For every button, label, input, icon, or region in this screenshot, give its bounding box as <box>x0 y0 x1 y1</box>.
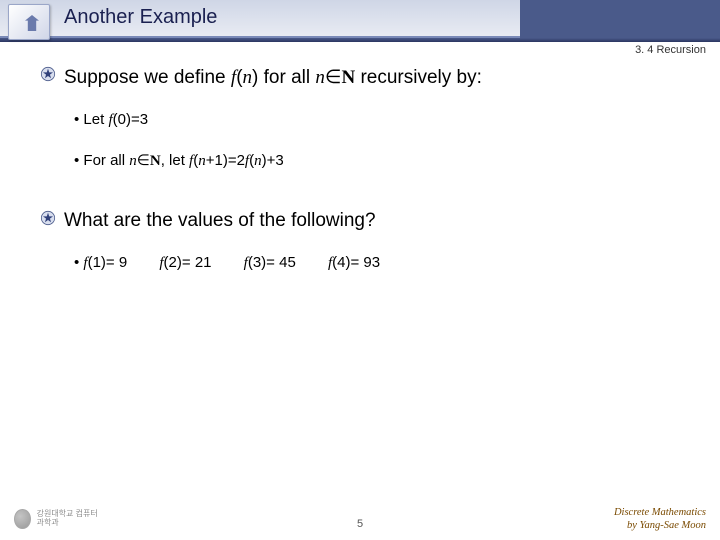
values-row: • f(1)= 9 f(2)= 21 f(3)= 45 f(4)= 93 <box>74 254 690 272</box>
answer-3: 45 <box>279 254 296 271</box>
t: (3)= <box>248 254 279 271</box>
footer-credit: Discrete Mathematics by Yang-Sae Moon <box>614 506 706 532</box>
answer-1: 9 <box>119 254 127 271</box>
f2: f(2)= 21 <box>159 254 211 271</box>
university-seal-icon <box>14 509 31 529</box>
sub-bullet-2: • For all n∈N, let f(n+1)=2f(n)+3 <box>74 151 690 170</box>
t: , let <box>161 152 189 169</box>
var: n <box>243 67 253 88</box>
nat-set: N <box>341 67 355 88</box>
element-of: ∈ <box>325 67 342 88</box>
t: Suppose we define <box>64 67 231 88</box>
slide-header: Another Example <box>0 0 720 50</box>
page-number: 5 <box>357 518 363 530</box>
f3: f(3)= 45 <box>244 254 296 271</box>
answer-4: 93 <box>363 254 380 271</box>
nat-set: N <box>150 153 161 169</box>
t: • <box>74 254 83 271</box>
var: n <box>129 153 137 169</box>
t: +1)=2 <box>206 152 245 169</box>
footer-logo: 강원대학교 컴퓨터과학과 <box>14 506 104 532</box>
t: )+3 <box>262 152 284 169</box>
star-bullet-icon <box>40 210 56 226</box>
f1: f(1)= 9 <box>83 254 127 271</box>
var: n <box>254 153 262 169</box>
header-right-block <box>520 0 720 42</box>
f4: f(4)= 93 <box>328 254 380 271</box>
bullet-1-text: Suppose we define f(n) for all n∈N recur… <box>64 66 690 89</box>
var: n <box>198 153 206 169</box>
bullet-1: Suppose we define f(n) for all n∈N recur… <box>40 66 690 89</box>
t: (4)= <box>332 254 363 271</box>
presenter-icon <box>8 4 50 40</box>
t: • Let <box>74 111 108 128</box>
var: n <box>315 67 325 88</box>
t: (2)= <box>164 254 195 271</box>
t: • For all <box>74 152 129 169</box>
element-of: ∈ <box>137 153 150 169</box>
slide-title: Another Example <box>64 6 217 29</box>
logo-text: 강원대학교 컴퓨터과학과 <box>37 510 104 528</box>
star-bullet-icon <box>40 66 56 82</box>
bullet-2-text: What are the values of the following? <box>64 210 690 232</box>
t: (1)= <box>88 254 119 271</box>
t: ) for all <box>252 67 315 88</box>
section-label: 3. 4 Recursion <box>635 44 706 56</box>
sub-bullet-1: • Let f(0)=3 <box>74 111 690 129</box>
header-accent-bar <box>0 38 720 42</box>
slide-content: Suppose we define f(n) for all n∈N recur… <box>40 66 690 272</box>
answer-2: 21 <box>195 254 212 271</box>
t: recursively by: <box>355 67 482 88</box>
t: (0)=3 <box>113 111 148 128</box>
credit-line-2: by Yang-Sae Moon <box>614 519 706 532</box>
credit-line-1: Discrete Mathematics <box>614 506 706 519</box>
bullet-2: What are the values of the following? <box>40 210 690 232</box>
